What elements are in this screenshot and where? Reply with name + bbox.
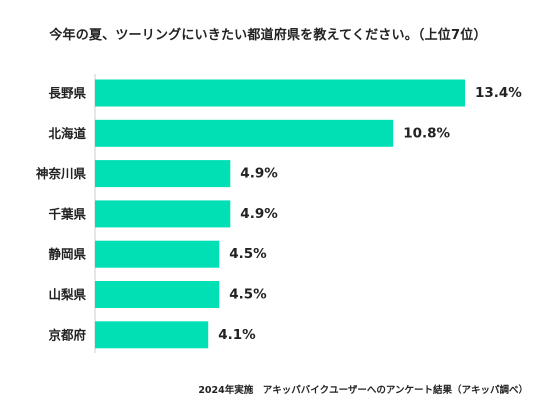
value-label: 4.1% <box>218 327 256 343</box>
chart-footnote: 2024年実施 アキッパバイクユーザーへのアンケート結果（アキッパ調べ） <box>198 385 528 396</box>
value-label: 4.9% <box>240 206 278 222</box>
value-label: 4.5% <box>229 287 267 303</box>
bar <box>95 321 209 349</box>
category-label: 神奈川県 <box>36 166 87 181</box>
value-label: 4.9% <box>240 166 278 182</box>
bars-group: 長野県 13.4% 北海道 10.8% 神奈川県 4.9% 千葉県 4.9% 静岡県 4.5% 山梨… <box>36 79 522 349</box>
value-label: 13.4% <box>475 85 522 101</box>
bar <box>95 160 231 188</box>
category-label: 京都府 <box>48 327 86 342</box>
bar <box>95 119 394 147</box>
category-label: 長野県 <box>48 86 86 101</box>
bar <box>95 240 220 268</box>
bar <box>95 200 231 228</box>
chart-title: 今年の夏、ツーリングにいきたい都道府県を教えてください。（上位7位） <box>49 28 487 43</box>
value-label: 10.8% <box>403 125 450 141</box>
category-label: 静岡県 <box>48 247 86 262</box>
bar <box>95 79 465 107</box>
category-label: 千葉県 <box>48 206 86 221</box>
category-label: 北海道 <box>48 126 86 141</box>
bar <box>95 281 220 308</box>
value-label: 4.5% <box>229 246 267 262</box>
category-label: 山梨県 <box>48 287 86 302</box>
